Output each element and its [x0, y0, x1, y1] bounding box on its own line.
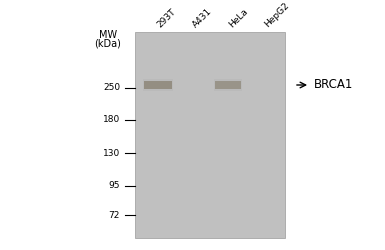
Text: A431: A431	[191, 6, 214, 29]
Bar	[214, 79, 242, 91]
Bar	[144, 81, 172, 89]
Bar	[215, 81, 241, 89]
Text: HepG2: HepG2	[263, 1, 291, 29]
Text: (kDa): (kDa)	[95, 39, 121, 49]
Bar	[143, 79, 173, 91]
Bar	[135, 32, 285, 238]
Text: 72: 72	[109, 210, 120, 220]
Text: 95: 95	[109, 182, 120, 190]
Text: 293T: 293T	[155, 7, 177, 29]
Text: HeLa: HeLa	[227, 6, 249, 29]
Text: 180: 180	[103, 116, 120, 124]
Text: BRCA1: BRCA1	[314, 78, 353, 92]
Text: 130: 130	[103, 148, 120, 158]
Text: MW: MW	[99, 30, 117, 40]
Text: 250: 250	[103, 84, 120, 92]
